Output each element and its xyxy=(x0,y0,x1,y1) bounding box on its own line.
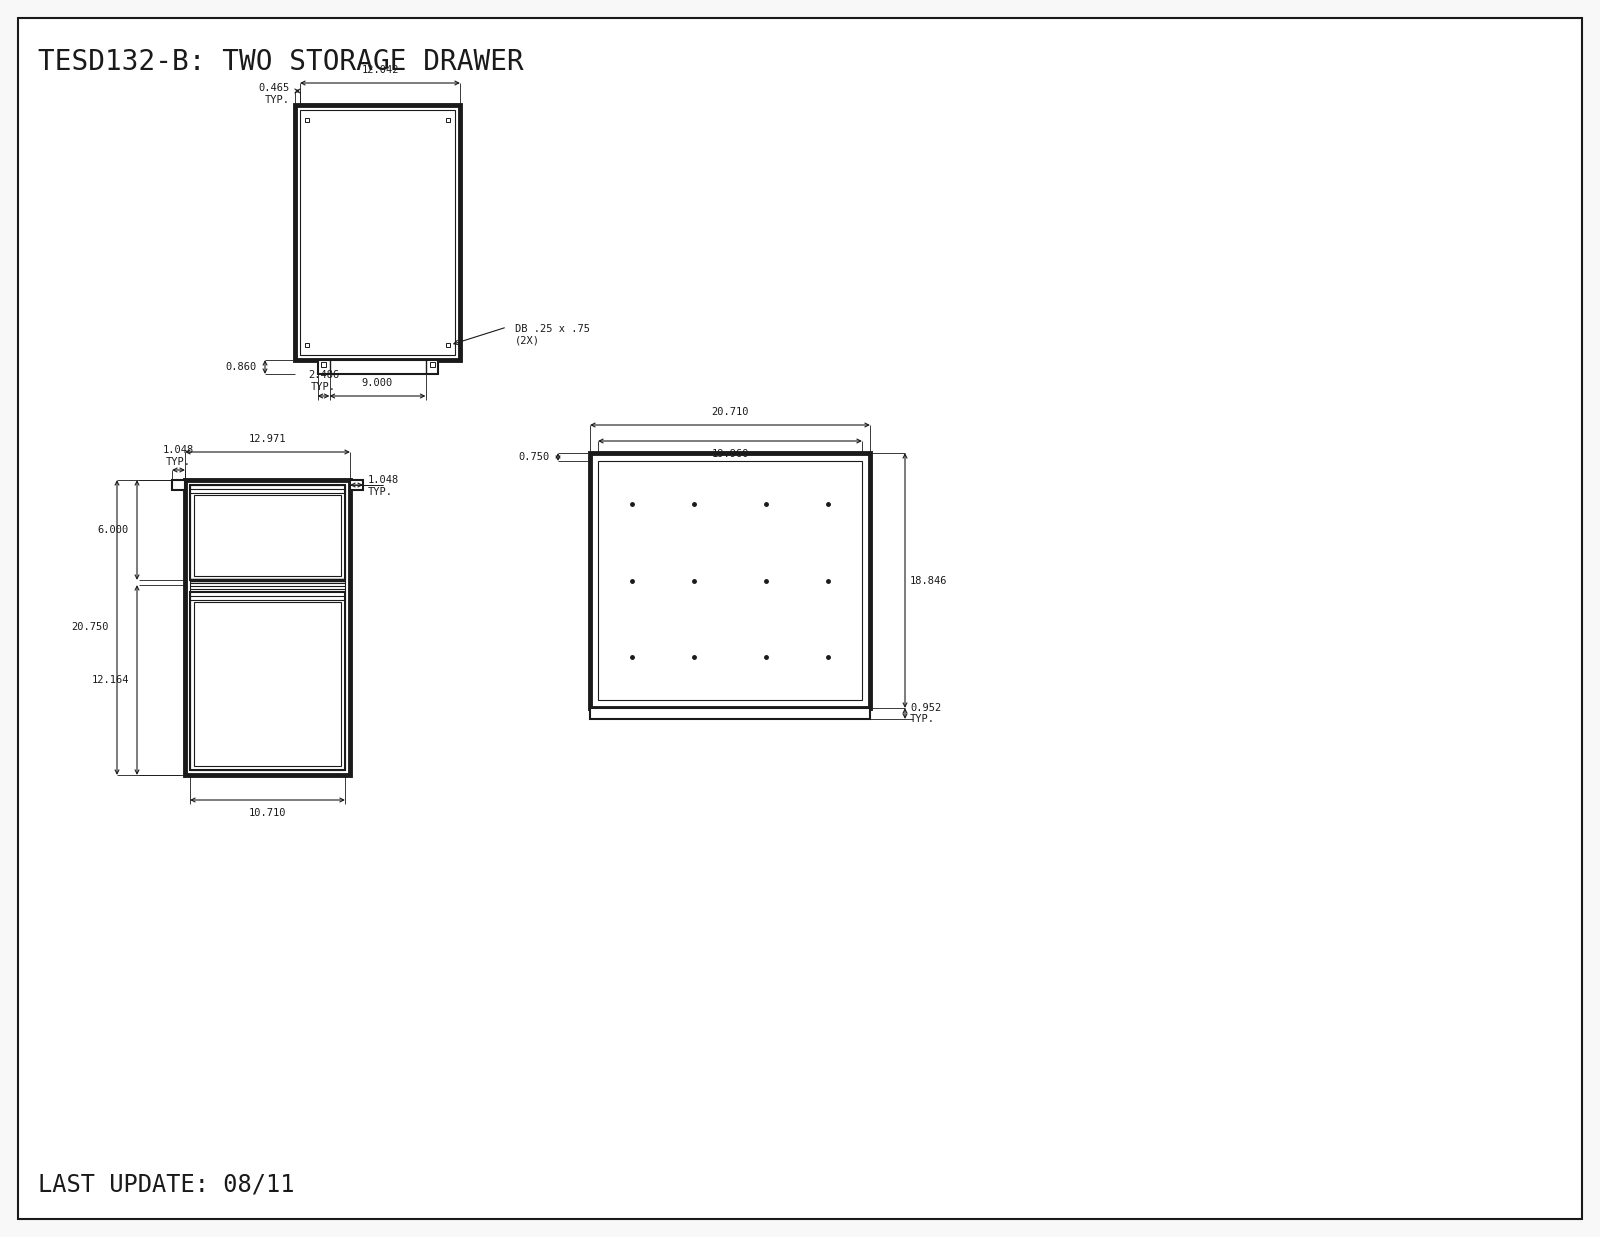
Bar xyxy=(294,105,461,360)
Bar xyxy=(350,480,363,490)
Bar xyxy=(194,495,341,576)
Text: DB .25 x .75
(2X): DB .25 x .75 (2X) xyxy=(515,324,590,346)
Bar xyxy=(590,708,870,719)
Text: 20.750: 20.750 xyxy=(72,622,109,632)
Text: 9.000: 9.000 xyxy=(362,379,394,388)
Text: TESD132-B: TWO STORAGE DRAWER: TESD132-B: TWO STORAGE DRAWER xyxy=(38,48,523,75)
Bar xyxy=(317,360,437,374)
Bar xyxy=(446,343,450,348)
Bar xyxy=(446,118,450,122)
Text: 0.750: 0.750 xyxy=(518,452,550,461)
Bar xyxy=(320,362,325,367)
Text: 12.971: 12.971 xyxy=(248,434,286,444)
Text: 0.465
TYP.: 0.465 TYP. xyxy=(259,83,290,105)
Text: 0.860: 0.860 xyxy=(226,362,258,372)
Text: 19.960: 19.960 xyxy=(712,449,749,459)
Text: 12.164: 12.164 xyxy=(91,675,130,685)
Text: 20.710: 20.710 xyxy=(712,407,749,417)
Text: 18.846: 18.846 xyxy=(910,575,947,585)
Text: LAST UPDATE: 08/11: LAST UPDATE: 08/11 xyxy=(38,1173,294,1197)
Text: 2.486
TYP.: 2.486 TYP. xyxy=(307,370,339,392)
Bar xyxy=(186,480,350,776)
Text: 1.048
TYP.: 1.048 TYP. xyxy=(368,475,400,496)
Bar xyxy=(173,480,186,490)
Text: 10.710: 10.710 xyxy=(248,808,286,818)
Bar xyxy=(194,602,341,766)
Bar xyxy=(590,453,870,708)
Bar xyxy=(306,118,309,122)
Text: 6.000: 6.000 xyxy=(98,524,130,534)
Text: 1.048
TYP.: 1.048 TYP. xyxy=(163,445,194,468)
Bar xyxy=(190,485,346,769)
Bar xyxy=(598,461,862,700)
Bar xyxy=(429,362,435,367)
Bar xyxy=(190,593,346,769)
Text: 0.952
TYP.: 0.952 TYP. xyxy=(910,703,941,725)
Bar xyxy=(190,485,346,580)
Bar xyxy=(306,343,309,348)
Text: 12.042: 12.042 xyxy=(362,66,398,75)
Bar xyxy=(301,110,454,355)
